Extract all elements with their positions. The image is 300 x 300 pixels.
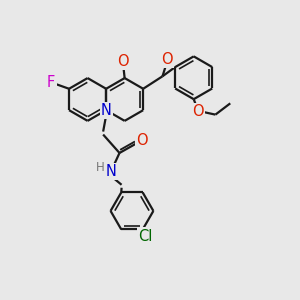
Text: H: H xyxy=(95,161,104,174)
Text: N: N xyxy=(106,164,117,179)
Text: F: F xyxy=(47,75,55,90)
Text: O: O xyxy=(117,54,129,69)
Text: O: O xyxy=(161,52,173,67)
Text: N: N xyxy=(101,103,112,118)
Text: O: O xyxy=(136,133,147,148)
Text: O: O xyxy=(192,104,204,119)
Text: Cl: Cl xyxy=(138,229,152,244)
